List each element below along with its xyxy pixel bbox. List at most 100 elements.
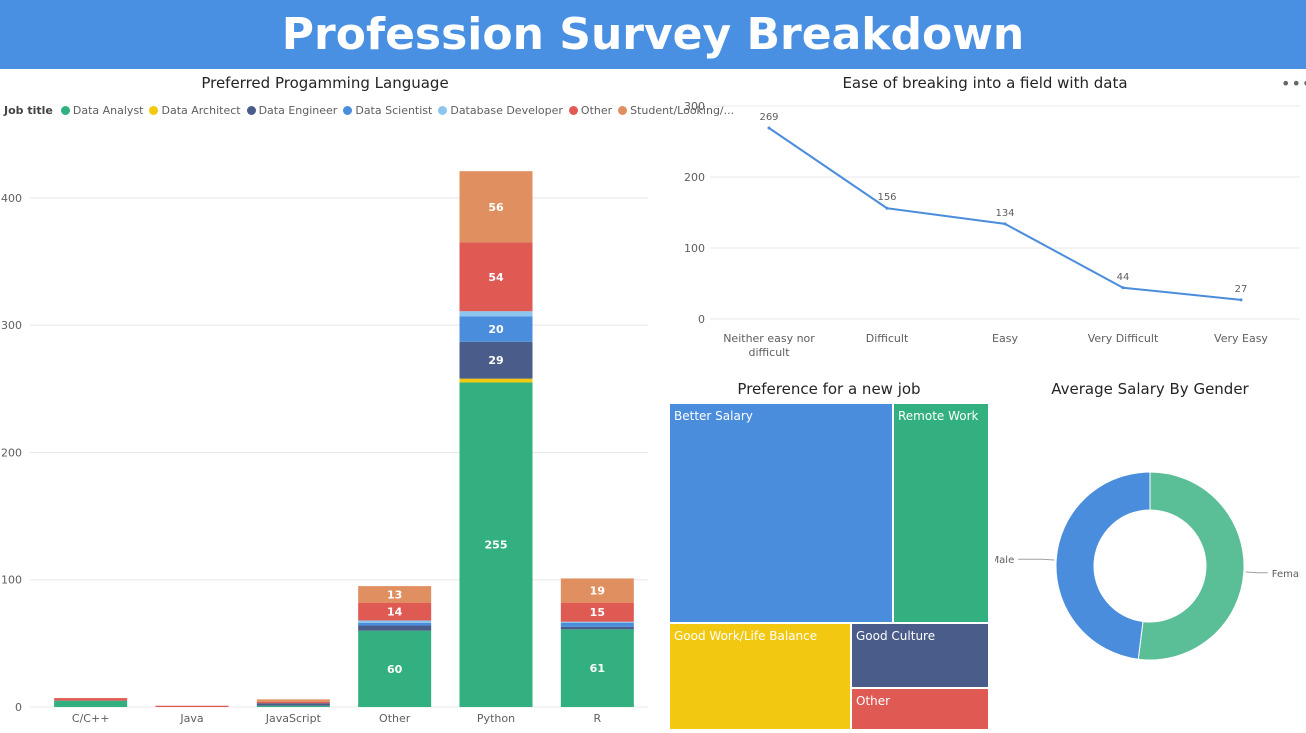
legend-label: Data Analyst <box>72 104 144 117</box>
y-tick-label: 100 <box>684 242 705 255</box>
bar-segment-javascript-data-analyst <box>256 705 330 707</box>
legend-label: Database Developer <box>450 104 563 117</box>
treemap-cell-other[interactable]: Other <box>851 688 989 730</box>
x-tick-label: R <box>594 712 602 725</box>
bar-segment-other-other <box>358 602 432 621</box>
bar-segment-r-database-developer <box>560 621 634 623</box>
bar-segment-python-student-looking <box>459 171 533 243</box>
treemap: Better Salary Remote Work Good Work/Life… <box>669 403 989 730</box>
line-point <box>1003 222 1007 226</box>
legend-item-data-architect[interactable]: Data Architect <box>149 104 241 117</box>
legend-item-database-developer[interactable]: Database Developer <box>438 104 563 117</box>
legend-swatch <box>438 106 448 115</box>
donut-chart: Female Male <box>995 471 1300 661</box>
legend-item-data-scientist[interactable]: Data Scientist <box>343 104 432 117</box>
bar-segment-r-data-analyst <box>560 629 634 707</box>
bar-segment-python-data-architect <box>459 378 533 383</box>
bar-segment-javascript-other <box>256 701 330 704</box>
y-tick-label: 200 <box>1 446 22 459</box>
bar-segment-r-other <box>560 602 634 622</box>
y-tick-label: 300 <box>1 319 22 332</box>
x-tick-label: Neither easy nor difficult <box>723 332 815 359</box>
x-tick-label: Easy <box>992 332 1018 345</box>
line-point <box>1121 286 1125 290</box>
bar-segment-java-other <box>155 705 229 707</box>
x-tick-label: Difficult <box>866 332 909 345</box>
legend-label: Data Scientist <box>355 104 433 117</box>
treemap-cell-good-culture[interactable]: Good Culture <box>851 623 989 688</box>
bar-segment-python-database-developer <box>459 311 533 317</box>
legend-item-other[interactable]: Other <box>568 104 613 117</box>
legend-swatch <box>149 106 159 115</box>
bar-segment-r-data-scientist <box>560 623 634 627</box>
dashboard-title-banner: Profession Survey Breakdown <box>0 0 1306 69</box>
bar-segment-python-data-scientist <box>459 316 533 342</box>
treemap-cell-work-life-balance[interactable]: Good Work/Life Balance <box>669 623 851 730</box>
data-label: 29 <box>488 354 503 367</box>
legend-swatch <box>246 106 256 115</box>
data-label: 19 <box>590 585 605 598</box>
legend-swatch <box>343 106 353 115</box>
bar-segment-python-data-engineer <box>459 341 533 379</box>
treemap-cell-remote-work[interactable]: Remote Work <box>893 403 989 623</box>
bar-segment-c-c-data-analyst <box>54 700 128 707</box>
bar-segment-other-data-scientist <box>358 623 432 626</box>
line-point <box>885 206 889 210</box>
x-tick-label: Java <box>179 712 203 725</box>
data-label: 44 <box>1117 272 1130 283</box>
bar-segment-javascript-data-engineer <box>256 703 330 706</box>
x-tick-label: Python <box>477 712 515 725</box>
donut-chart-title: Average Salary By Gender <box>1051 380 1249 398</box>
legend-swatch <box>60 106 70 115</box>
legend-label: Student/Looking/... <box>630 104 735 117</box>
treemap-title: Preference for a new job <box>737 380 921 398</box>
bar-segment-javascript-student-looking <box>256 699 330 702</box>
data-label: 20 <box>488 323 504 336</box>
donut-label: Male <box>995 555 1014 566</box>
data-label: 156 <box>877 192 896 203</box>
data-label: 134 <box>995 208 1014 219</box>
data-label: 56 <box>488 201 504 214</box>
x-tick-label: Other <box>379 712 411 725</box>
treemap-cell-better-salary[interactable]: Better Salary <box>669 403 893 623</box>
data-label: 13 <box>387 588 402 601</box>
y-tick-label: 100 <box>1 574 22 587</box>
bar-segment-python-data-analyst <box>459 382 533 707</box>
more-options-icon[interactable]: ••• <box>1281 74 1306 93</box>
legend-label: Data Architect <box>161 104 241 117</box>
data-label: 15 <box>590 606 605 619</box>
data-label: 14 <box>387 606 403 619</box>
legend-item-data-engineer[interactable]: Data Engineer <box>246 104 338 117</box>
bar-segment-other-student-looking <box>358 586 432 603</box>
x-tick-label: Very Easy <box>1214 332 1268 345</box>
legend-label: Data Engineer <box>258 104 338 117</box>
bar-segment-other-data-analyst <box>358 630 432 707</box>
legend-item-data-analyst[interactable]: Data Analyst <box>60 104 144 117</box>
data-label: 54 <box>488 271 504 284</box>
legend-label: Other <box>580 104 613 117</box>
line-chart-title: Ease of breaking into a field with data <box>842 74 1128 92</box>
line-point <box>1239 298 1243 302</box>
dashboard-title: Profession Survey Breakdown <box>281 9 1025 60</box>
data-label: 255 <box>485 539 508 552</box>
bar-segment-r-student-looking <box>560 578 634 603</box>
donut-leader-line <box>1245 571 1268 574</box>
data-label: 27 <box>1235 284 1248 295</box>
bar-chart-title: Preferred Progamming Language <box>201 74 449 92</box>
legend-item-student-looking[interactable]: Student/Looking/... <box>618 104 734 117</box>
x-tick-label: Very Difficult <box>1088 332 1159 345</box>
donut-slice-male <box>1055 471 1151 660</box>
y-tick-label: 300 <box>684 100 705 113</box>
bar-segment-other-data-engineer <box>358 625 432 631</box>
data-label: 269 <box>759 112 778 123</box>
stacked-bar-chart: 0 100 200 300 400 C/C++ Java JavaScript 60 14 13 Ot… <box>1 171 648 725</box>
bar-segment-other-database-developer <box>358 620 432 623</box>
y-tick-label: 200 <box>684 171 705 184</box>
y-tick-label: 0 <box>15 701 22 714</box>
data-label: 60 <box>387 663 403 676</box>
line-point <box>767 126 771 130</box>
data-label: 61 <box>590 662 605 675</box>
y-tick-label: 0 <box>698 313 705 326</box>
bar-segment-r-data-engineer <box>560 626 634 630</box>
y-tick-label: 400 <box>1 192 22 205</box>
